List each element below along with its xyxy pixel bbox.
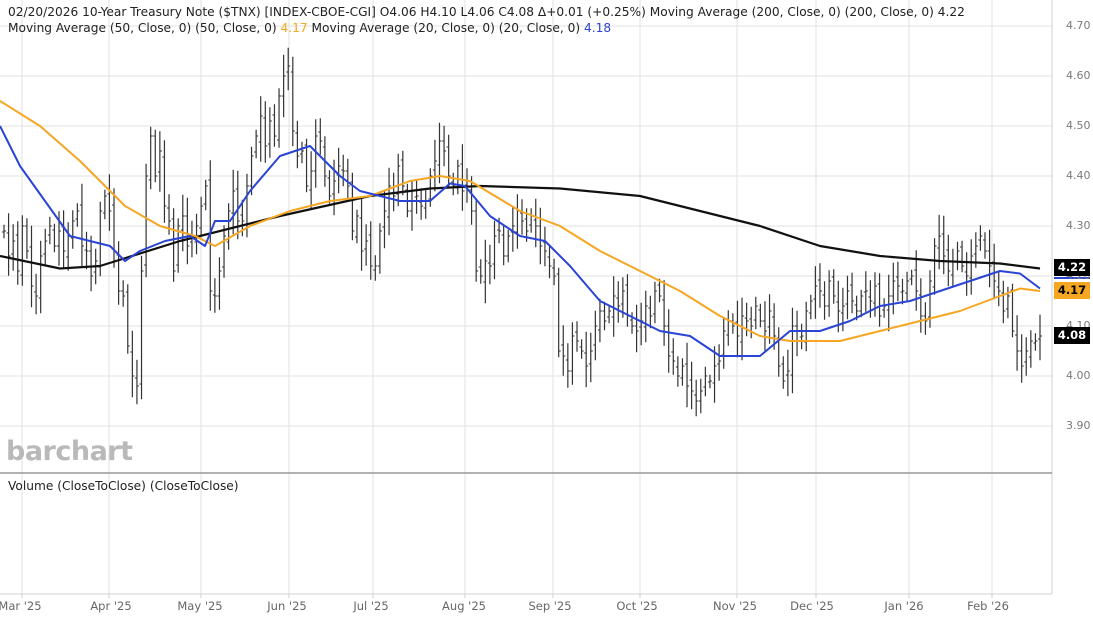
x-tick-label: Sep '25 [528,599,572,613]
legend-line-1: 02/20/2026 10-Year Treasury Note ($TNX) … [8,4,965,20]
x-tick-label: Dec '25 [790,599,834,613]
y-tick-label: 3.90 [1066,419,1091,432]
x-tick-label: Jul '25 [353,599,389,613]
last-price-tag: 4.08 [1054,327,1090,344]
legend-ma20-text: Moving Average (20, Close, 0) (20, Close… [307,21,585,35]
y-tick-label: 4.00 [1066,369,1091,382]
ma50-line [0,100,1041,342]
ma200-price-tag: 4.22 [1054,259,1090,276]
volume-panel-label: Volume (CloseToClose) (CloseToClose) [8,479,239,493]
x-tick-label: Nov '25 [713,599,757,613]
legend-line-2: Moving Average (50, Close, 0) (50, Close… [8,20,965,36]
chart-legend: 02/20/2026 10-Year Treasury Note ($TNX) … [8,4,965,36]
legend-ma50-text: Moving Average (50, Close, 0) (50, Close… [8,21,281,35]
x-tick-label: Feb '26 [967,599,1009,613]
x-tick-label: Aug '25 [442,599,486,613]
y-tick-label: 4.50 [1066,119,1091,132]
y-tick-label: 4.40 [1066,169,1091,182]
legend-ma20-value: 4.18 [584,21,612,35]
x-tick-label: Jun '25 [267,599,307,613]
x-tick-label: Oct '25 [616,599,658,613]
x-tick-label: Jan '26 [884,599,924,613]
legend-ohlc-ma200-text: 02/20/2026 10-Year Treasury Note ($TNX) … [8,5,938,19]
barchart-logo: barchart [6,436,133,467]
legend-ma50-value: 4.17 [280,21,308,35]
x-tick-label: May '25 [177,599,223,613]
y-tick-label: 4.60 [1066,69,1091,82]
y-tick-label: 4.70 [1066,19,1091,32]
x-tick-label: Apr '25 [90,599,132,613]
ma20-line [0,125,1041,357]
y-tick-label: 4.30 [1066,219,1091,232]
ma50-price-tag: 4.17 [1054,282,1090,299]
legend-ma200-value: 4.22 [937,5,965,19]
x-tick-label: Mar '25 [0,599,42,613]
ma200-line [0,184,1041,270]
